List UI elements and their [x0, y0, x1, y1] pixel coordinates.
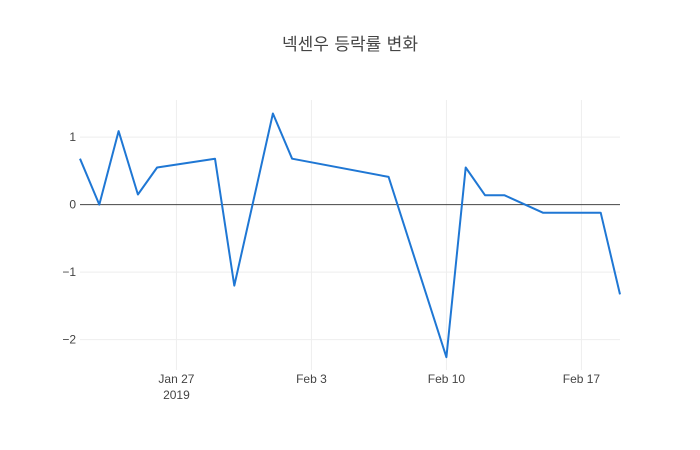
data-point[interactable] — [501, 192, 507, 198]
series-layer — [77, 111, 623, 360]
y-tick-label: −1 — [62, 265, 76, 279]
y-tick-label: 1 — [69, 130, 76, 144]
y-tick-label: 0 — [69, 198, 76, 212]
data-point[interactable] — [116, 128, 122, 134]
data-point[interactable] — [231, 283, 237, 289]
data-point[interactable] — [96, 202, 102, 208]
data-point[interactable] — [135, 192, 141, 198]
x-tick-label: Feb 3 — [296, 372, 327, 386]
data-point[interactable] — [212, 156, 218, 162]
data-point[interactable] — [617, 291, 623, 297]
data-point[interactable] — [386, 174, 392, 180]
data-point[interactable] — [463, 165, 469, 171]
grid — [80, 100, 620, 370]
data-point[interactable] — [289, 156, 295, 162]
series-line — [79, 112, 621, 359]
x-tick-year-label: 2019 — [163, 388, 190, 402]
x-axis-ticks: Jan 27 2019 Feb 3 Feb 10 Feb 17 — [158, 372, 600, 402]
x-tick-label: Jan 27 — [158, 372, 194, 386]
data-point[interactable] — [482, 192, 488, 198]
data-point[interactable] — [270, 111, 276, 117]
y-axis-ticks: 1 0 −1 −2 — [62, 130, 76, 347]
x-tick-label: Feb 10 — [428, 372, 466, 386]
data-point[interactable] — [540, 210, 546, 216]
data-point[interactable] — [598, 210, 604, 216]
data-point[interactable] — [251, 197, 257, 203]
x-tick-label: Feb 17 — [563, 372, 601, 386]
data-point[interactable] — [154, 165, 160, 171]
data-point[interactable] — [443, 354, 449, 360]
y-tick-label: −2 — [62, 333, 76, 347]
chart-title: 넥센우 등락률 변화 — [282, 35, 418, 55]
data-point[interactable] — [77, 156, 83, 162]
